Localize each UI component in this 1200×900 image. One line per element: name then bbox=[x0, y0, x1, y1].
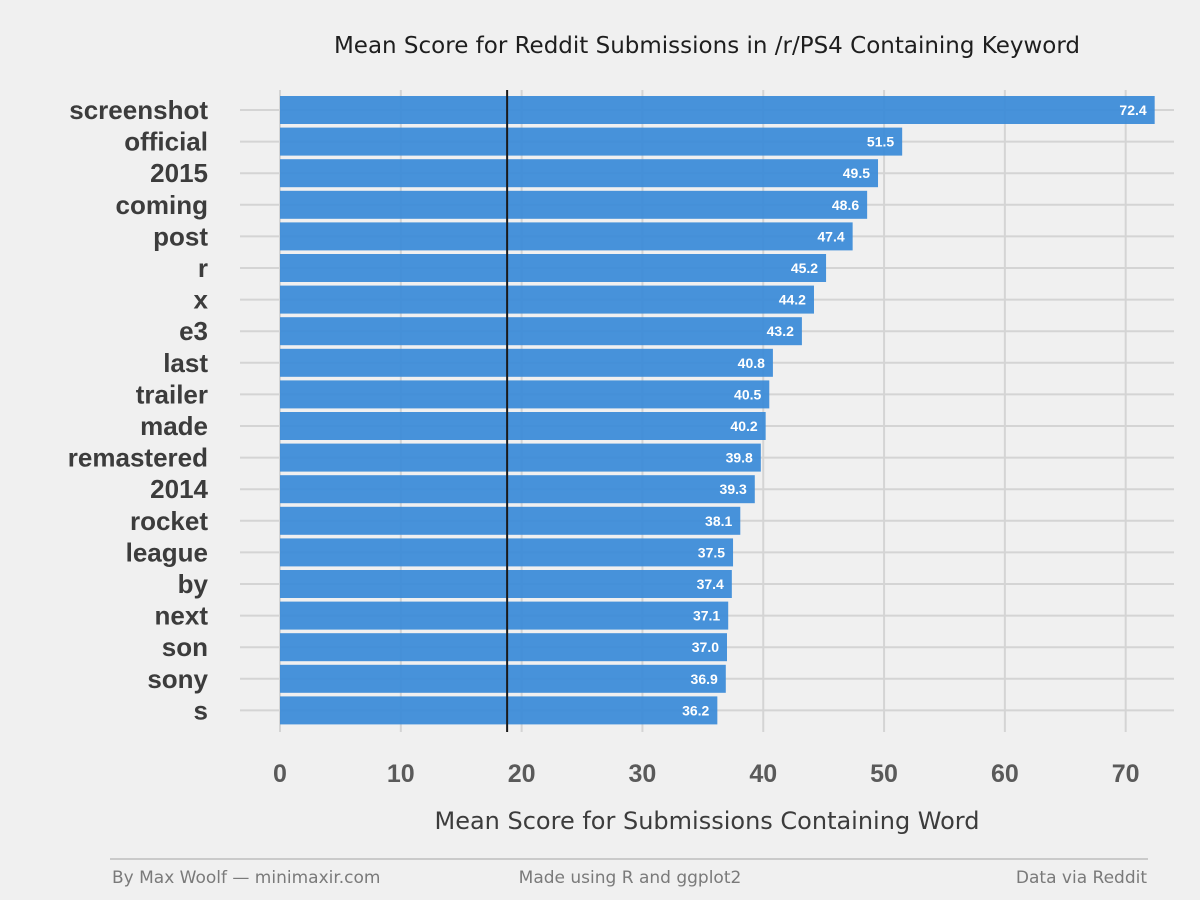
bar-son bbox=[280, 633, 727, 662]
y-tick-label: coming bbox=[116, 190, 208, 220]
bar-coming bbox=[280, 190, 868, 219]
bar-value-label: 47.4 bbox=[817, 228, 844, 244]
bar-last bbox=[280, 348, 773, 377]
x-tick-label: 10 bbox=[387, 760, 415, 788]
y-tick-label: s bbox=[194, 695, 208, 725]
bar-made bbox=[280, 412, 766, 440]
y-tick-label: e3 bbox=[179, 316, 208, 346]
x-tick-label: 30 bbox=[629, 760, 657, 788]
x-axis-ticks: 0 10 20 30 40 50 60 70 bbox=[273, 760, 1140, 788]
bar-value-label: 36.2 bbox=[682, 702, 709, 718]
y-tick-label: league bbox=[126, 537, 208, 567]
bar-value-label: 40.2 bbox=[730, 418, 757, 434]
bar-value-label: 40.8 bbox=[738, 355, 765, 371]
bar-rocket bbox=[280, 506, 741, 535]
chart-title: Mean Score for Reddit Submissions in /r/… bbox=[334, 33, 1080, 59]
bar-by bbox=[280, 570, 732, 598]
bar-value-label: 38.1 bbox=[705, 513, 732, 529]
bar-value-label: 39.8 bbox=[726, 450, 753, 466]
y-tick-label: by bbox=[178, 569, 209, 599]
bar-value-label: 36.9 bbox=[691, 671, 718, 687]
bar-value-label: 43.2 bbox=[767, 323, 794, 339]
footer-source: Data via Reddit bbox=[1016, 868, 1147, 888]
x-tick-label: 40 bbox=[749, 760, 777, 788]
bar-value-label: 37.5 bbox=[698, 544, 725, 560]
bar-e3 bbox=[280, 317, 802, 346]
y-tick-label: 2015 bbox=[150, 158, 208, 188]
bar-value-label: 45.2 bbox=[791, 260, 818, 276]
x-tick-label: 20 bbox=[508, 760, 536, 788]
x-tick-label: 0 bbox=[273, 760, 287, 788]
bar-2015 bbox=[280, 159, 879, 188]
bar-official bbox=[280, 127, 903, 156]
y-tick-label: r bbox=[198, 253, 208, 283]
bar-value-label: 48.6 bbox=[832, 197, 859, 213]
bar-value-label: 39.3 bbox=[720, 481, 747, 497]
bar-next bbox=[280, 601, 729, 630]
bar-value-label: 51.5 bbox=[867, 134, 894, 150]
x-axis-title: Mean Score for Submissions Containing Wo… bbox=[434, 807, 979, 835]
y-axis-labels: screenshotofficial2015comingpostrxe3last… bbox=[68, 95, 209, 725]
y-tick-label: official bbox=[124, 127, 208, 157]
bar-remastered bbox=[280, 443, 761, 472]
bar-value-label: 49.5 bbox=[843, 165, 870, 181]
x-tick-label: 60 bbox=[991, 760, 1019, 788]
footer-author: By Max Woolf — minimaxir.com bbox=[112, 868, 381, 888]
bar-value-label: 40.5 bbox=[734, 386, 761, 402]
y-tick-label: trailer bbox=[136, 379, 208, 409]
y-tick-label: next bbox=[155, 601, 209, 631]
bar-value-label: 37.4 bbox=[697, 576, 724, 592]
y-tick-label: remastered bbox=[68, 443, 208, 473]
footer-tooling: Made using R and ggplot2 bbox=[519, 868, 742, 888]
y-tick-label: made bbox=[140, 411, 208, 441]
bar-s bbox=[280, 696, 718, 725]
bar-r bbox=[280, 254, 827, 282]
y-tick-label: x bbox=[194, 285, 209, 315]
bars: 72.4 51.5 49.5 48.6 47.4 45.2 44.2 43.240.8 40.5… bbox=[280, 96, 1155, 725]
y-tick-label: sony bbox=[147, 664, 208, 694]
y-tick-label: screenshot bbox=[69, 95, 208, 125]
bar-value-label: 37.0 bbox=[692, 639, 719, 655]
bar-x bbox=[280, 285, 814, 314]
y-tick-label: post bbox=[153, 221, 208, 251]
y-tick-label: rocket bbox=[130, 506, 208, 536]
bar-post bbox=[280, 222, 853, 251]
bar-screenshot bbox=[280, 96, 1155, 124]
bar-value-label: 37.1 bbox=[693, 608, 720, 624]
bar-value-label: 44.2 bbox=[779, 292, 806, 308]
y-tick-label: last bbox=[163, 348, 208, 378]
bar-sony bbox=[280, 664, 726, 693]
x-tick-label: 70 bbox=[1112, 760, 1140, 788]
bar-2014 bbox=[280, 475, 755, 504]
y-tick-label: 2014 bbox=[150, 474, 208, 504]
bar-value-label: 72.4 bbox=[1119, 102, 1146, 118]
x-tick-label: 50 bbox=[870, 760, 898, 788]
y-tick-label: son bbox=[162, 632, 208, 662]
bar-trailer bbox=[280, 380, 770, 409]
